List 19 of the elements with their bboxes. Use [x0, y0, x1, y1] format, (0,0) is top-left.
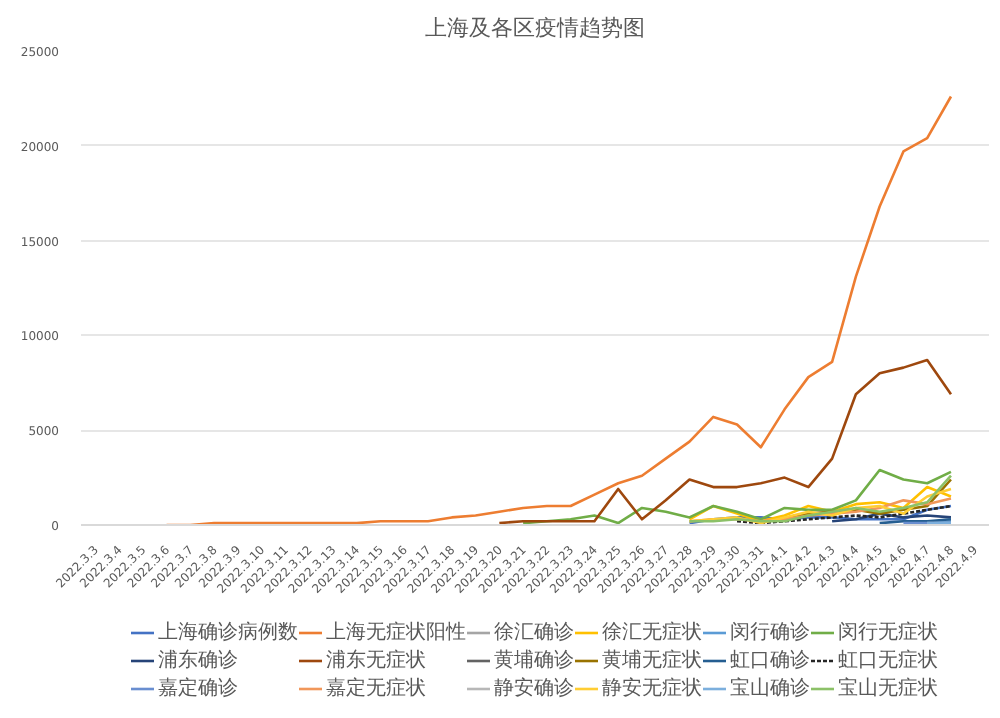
- legend-label: 嘉定无症状: [326, 675, 426, 702]
- legend-label: 静安无症状: [602, 675, 702, 702]
- legend-label: 徐汇无症状: [602, 619, 702, 646]
- legend-label: 黄埔确诊: [494, 647, 574, 674]
- chart-title: 上海及各区疫情趋势图: [425, 15, 645, 41]
- legend-label: 上海确诊病例数: [158, 619, 298, 646]
- legend-label: 宝山无症状: [838, 675, 938, 702]
- legend-label: 上海无症状阳性: [326, 619, 466, 646]
- legend-label: 虹口确诊: [730, 647, 810, 674]
- legend-label: 黄埔无症状: [602, 647, 702, 674]
- legend-label: 嘉定确诊: [158, 675, 238, 702]
- legend-label: 徐汇确诊: [494, 620, 574, 646]
- legend-label: 静安确诊: [494, 675, 574, 702]
- legend-label: 宝山确诊: [730, 675, 810, 702]
- legend-label: 闵行无症状: [838, 619, 938, 646]
- legend-label: 虹口无症状: [838, 647, 938, 674]
- legend-label: 浦东确诊: [158, 647, 238, 674]
- legend-label: 闵行确诊: [730, 620, 810, 646]
- legend-label: 浦东无症状: [326, 647, 426, 674]
